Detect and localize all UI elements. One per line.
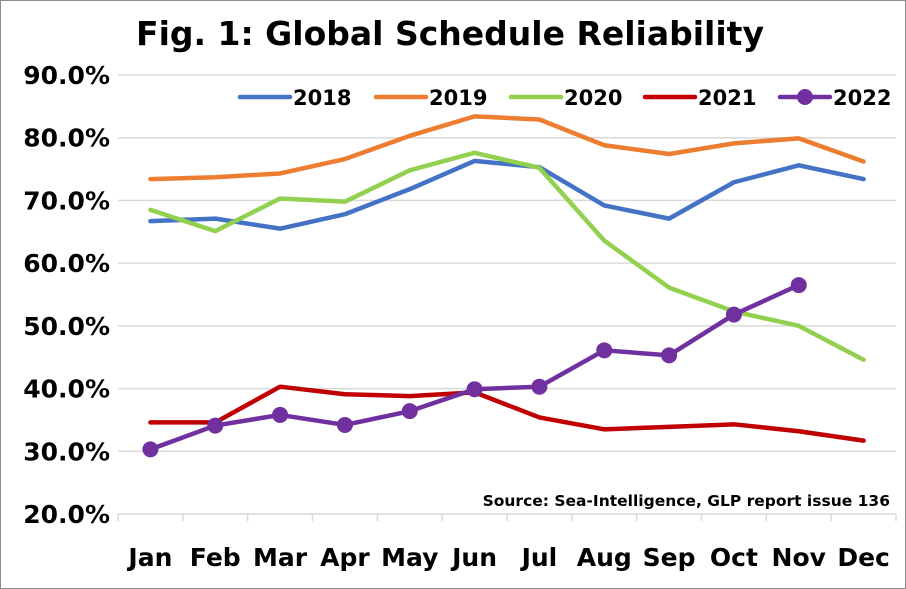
x-tick-label: Jan (126, 543, 172, 572)
x-tick-label: Sep (643, 543, 696, 572)
x-axis: Jan Feb Mar Apr May Jun Jul Aug Sep Oct Nov Dec (117, 514, 897, 572)
data-point-2022 (272, 406, 289, 423)
x-tick-label: Aug (577, 543, 632, 572)
data-point-2022 (790, 277, 807, 294)
chart-title: Fig. 1: Global Schedule Reliability (136, 14, 764, 53)
y-tick-label: 60.0% (23, 249, 110, 278)
x-tick-label: Nov (772, 543, 826, 572)
x-tick-label: Apr (320, 543, 370, 572)
data-point-2022 (207, 417, 224, 434)
series-line-2019 (148, 114, 866, 182)
series-line-2020 (148, 150, 866, 362)
legend: 2018 2019 2020 2021 2022 (237, 86, 891, 110)
x-tick-label: Jul (520, 543, 558, 572)
legend-label-2022: 2022 (833, 86, 891, 110)
series-lines (142, 114, 866, 458)
series-line-2021 (148, 384, 866, 443)
data-point-2022 (466, 381, 483, 398)
source-note: Source: Sea-Intelligence, GLP report iss… (483, 492, 890, 510)
y-tick-label: 40.0% (23, 375, 110, 404)
legend-marker-2022 (797, 89, 813, 105)
data-point-2022 (401, 403, 418, 420)
data-point-2022 (596, 342, 613, 359)
y-tick-label: 30.0% (23, 437, 110, 466)
legend-label-2019: 2019 (429, 86, 487, 110)
y-axis: 20.0% 30.0% 40.0% 50.0% 60.0% 70.0% 80.0% 90.0% (23, 61, 110, 529)
y-tick-label: 50.0% (23, 312, 110, 341)
x-tick-label: Dec (837, 543, 890, 572)
data-point-2022 (142, 441, 159, 458)
x-tick-label: May (381, 543, 438, 572)
legend-label-2018: 2018 (293, 86, 351, 110)
series-line-2018 (148, 158, 866, 231)
legend-label-2020: 2020 (564, 86, 622, 110)
y-tick-label: 80.0% (23, 124, 110, 153)
y-tick-label: 90.0% (23, 61, 110, 90)
data-point-2022 (531, 378, 548, 395)
x-tick-label: Jun (450, 543, 497, 572)
data-point-2022 (725, 306, 742, 323)
y-tick-label: 70.0% (23, 186, 110, 215)
x-tick-label: Oct (710, 543, 758, 572)
x-tick-label: Mar (253, 543, 308, 572)
data-point-2022 (336, 416, 353, 433)
legend-label-2021: 2021 (698, 86, 756, 110)
x-tick-label: Feb (190, 543, 241, 572)
data-point-2022 (661, 347, 678, 364)
y-tick-label: 20.0% (23, 500, 110, 529)
